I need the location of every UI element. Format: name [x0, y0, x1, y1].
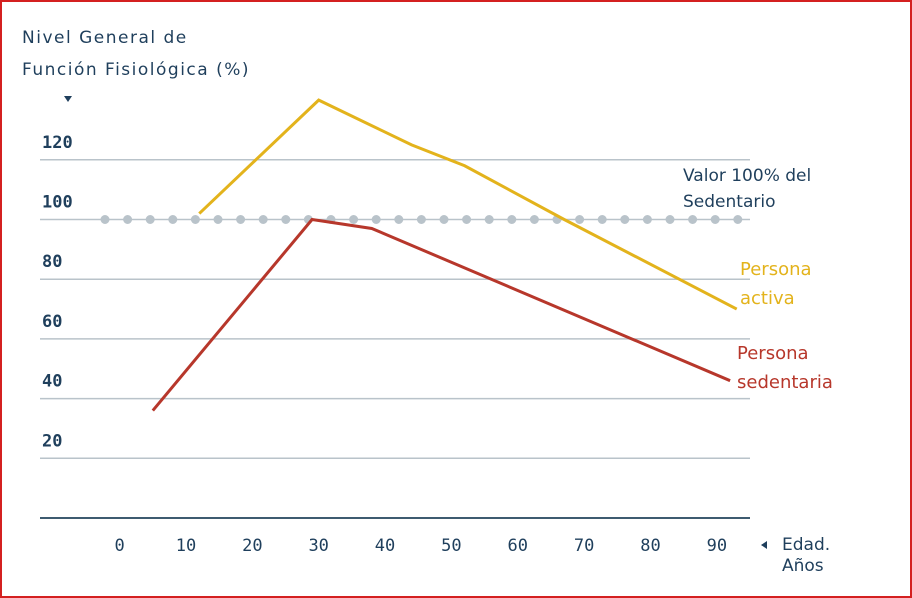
y-tick-label: 20 — [42, 431, 62, 451]
x-tick-label: 50 — [441, 536, 461, 556]
x-tick-label: 10 — [176, 536, 196, 556]
legend-line: activa — [740, 288, 795, 309]
legend-line: sedentaria — [737, 372, 833, 393]
y-tick-label: 80 — [42, 252, 62, 272]
x-axis-label: Edad. — [782, 535, 830, 555]
series-line — [198, 98, 738, 311]
series-line — [151, 217, 731, 412]
x-tick-label: 80 — [640, 536, 660, 556]
legend-line: Persona — [737, 343, 809, 364]
x-tick-label: 30 — [308, 536, 328, 556]
legend-line: Persona — [740, 259, 812, 280]
y-tick-label: 100 — [42, 193, 73, 213]
legend-label: Persona sedentaria — [737, 343, 833, 393]
legend-label: Persona activa — [740, 259, 812, 309]
x-tick-label: 60 — [508, 536, 528, 556]
x-tick-label: 90 — [707, 536, 727, 556]
reference-label: Sedentario — [683, 192, 775, 212]
y-axis-label: Función Fisiológica (%) — [22, 60, 250, 80]
x-tick-label: 40 — [375, 536, 395, 556]
x-tick-label: 0 — [115, 536, 125, 556]
x-tick-label: 70 — [574, 536, 594, 556]
y-tick-label: 40 — [42, 372, 62, 392]
y-tick-label: 120 — [42, 133, 73, 153]
y-arrow — [64, 96, 72, 102]
y-tick-label: 60 — [42, 312, 62, 332]
y-axis-label: Nivel General de — [22, 28, 188, 48]
reference-label: Valor 100% del — [683, 166, 811, 186]
x-axis-label: Años — [782, 556, 824, 576]
x-arrow — [761, 541, 767, 549]
x-tick-label: 20 — [242, 536, 262, 556]
